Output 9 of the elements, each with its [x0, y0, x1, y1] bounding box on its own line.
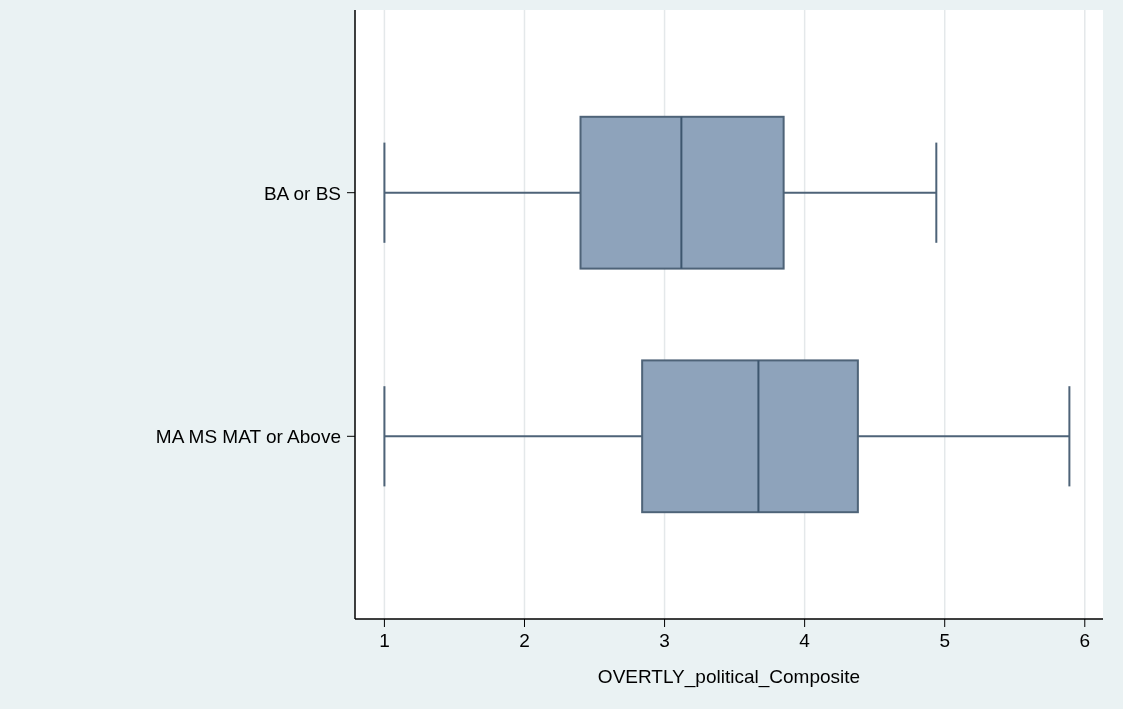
x-tick-label: 2	[519, 630, 530, 651]
x-tick-label: 4	[799, 630, 811, 651]
x-tick-label: 6	[1079, 630, 1091, 651]
x-tick-label: 3	[659, 630, 670, 651]
x-axis-title: OVERTLY_political_Composite	[597, 666, 861, 688]
y-tick-label: MA MS MAT or Above	[155, 426, 341, 448]
x-tick-label: 1	[379, 630, 390, 651]
x-tick-label: 5	[939, 630, 950, 651]
y-tick-label: BA or BS	[263, 182, 341, 204]
